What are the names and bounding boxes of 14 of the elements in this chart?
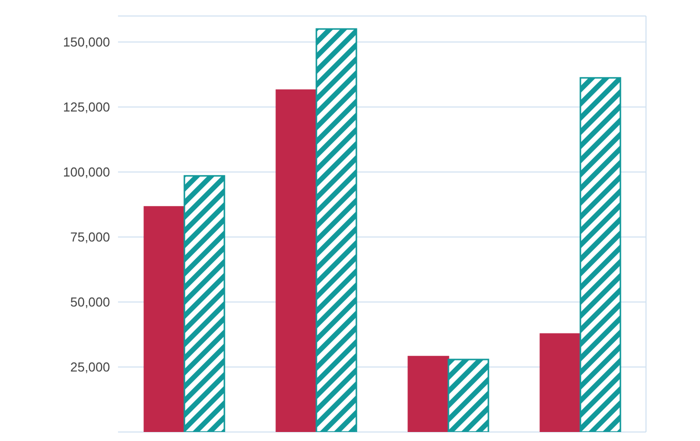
bar (184, 175, 226, 432)
bar (448, 358, 490, 432)
bar (276, 89, 318, 432)
bar (580, 77, 622, 432)
y-tick-label: 100,000 (63, 164, 110, 180)
bar (408, 356, 450, 432)
y-tick-label: 125,000 (63, 100, 110, 115)
y-tick-label: 75,000 (70, 230, 110, 245)
bar (144, 206, 186, 432)
bar (540, 333, 582, 432)
y-tick-label: 150,000 (63, 34, 110, 50)
bar (316, 28, 358, 432)
y-tick-label: 50,000 (70, 294, 110, 310)
y-tick-label: 25,000 (70, 360, 110, 375)
